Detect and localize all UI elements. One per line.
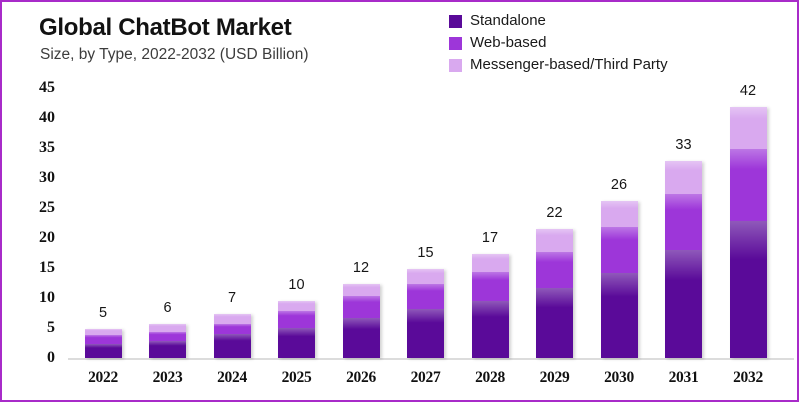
- bar-segment-messenger-based-third-party: [536, 229, 573, 252]
- x-axis-tick-label: 2022: [88, 369, 118, 386]
- stacked-bar-2031: [665, 161, 702, 358]
- bar-segment-web-based: [278, 311, 315, 328]
- x-axis-tick-label: 2028: [475, 369, 505, 386]
- chart-title: Global ChatBot Market: [39, 14, 292, 41]
- bar-segment-messenger-based-third-party: [665, 161, 702, 195]
- stacked-bar-2024: [213, 314, 251, 358]
- stacked-bar-2032: [729, 107, 767, 358]
- y-axis-tick-label: 20: [39, 229, 55, 246]
- bar-segment-web-based: [342, 296, 380, 318]
- bar-segment-standalone: [665, 249, 702, 358]
- bar-segment-web-based: [600, 227, 638, 273]
- bar-total-label: 7: [227, 290, 237, 307]
- bar-total-label: 42: [739, 83, 757, 100]
- legend-label: Web-based: [470, 34, 547, 51]
- bar-segment-web-based: [665, 194, 702, 250]
- stacked-bar-2023: [149, 323, 186, 358]
- stacked-bar-2022: [84, 329, 122, 358]
- x-axis-line: [68, 358, 794, 360]
- bar-segment-standalone: [213, 333, 251, 358]
- bar-segment-web-based: [84, 334, 122, 344]
- bar-total-label: 15: [417, 245, 434, 262]
- legend: Standalone Web-based Messenger-based/Thi…: [449, 13, 668, 73]
- y-axis-tick-label: 15: [39, 259, 55, 276]
- bar-segment-standalone: [84, 343, 122, 358]
- bar-segment-messenger-based-third-party: [342, 284, 380, 297]
- bar-segment-web-based: [471, 272, 509, 301]
- x-axis-tick-label: 2024: [217, 369, 247, 386]
- y-axis-tick-label: 40: [39, 109, 55, 126]
- standalone-swatch-icon: [449, 14, 462, 28]
- bar-total-label: 33: [675, 137, 692, 154]
- y-axis-tick-label: 25: [39, 199, 55, 216]
- bar-segment-web-based: [536, 251, 573, 288]
- x-axis-tick-label: 2031: [668, 369, 699, 386]
- bar-segment-messenger-based-third-party: [278, 301, 315, 312]
- bar-segment-web-based: [149, 331, 186, 341]
- bar-total-label: 5: [98, 305, 108, 322]
- stacked-bar-2028: [471, 254, 509, 358]
- y-axis-tick-label: 10: [39, 289, 55, 306]
- messenger-based-swatch-icon: [449, 58, 462, 72]
- bar-segment-messenger-based-third-party: [600, 200, 638, 228]
- chart-subtitle: Size, by Type, 2022-2032 (USD Billion): [40, 46, 309, 63]
- x-axis-tick-label: 2023: [152, 369, 183, 386]
- stacked-bar-2027: [407, 269, 444, 358]
- bar-segment-standalone: [600, 272, 638, 358]
- bar-segment-messenger-based-third-party: [471, 254, 509, 273]
- x-axis-tick-label: 2025: [281, 369, 312, 386]
- bar-segment-standalone: [729, 221, 767, 358]
- bar-segment-messenger-based-third-party: [213, 314, 251, 324]
- bar-segment-web-based: [213, 323, 251, 334]
- x-axis-tick-label: 2032: [733, 369, 763, 386]
- bar-segment-messenger-based-third-party: [407, 269, 444, 285]
- bar-segment-messenger-based-third-party: [729, 107, 767, 150]
- y-axis-tick-label: 0: [47, 349, 55, 366]
- bar-total-label: 17: [481, 230, 499, 247]
- bar-segment-standalone: [471, 300, 509, 358]
- stacked-bar-2029: [536, 229, 573, 358]
- x-axis-tick-label: 2027: [410, 369, 441, 386]
- x-axis-tick-label: 2030: [604, 369, 634, 386]
- bar-segment-standalone: [342, 317, 380, 358]
- legend-item-messenger-based: Messenger-based/Third Party: [449, 57, 668, 73]
- stacked-bar-2026: [342, 284, 380, 358]
- y-axis-tick-label: 5: [47, 319, 55, 336]
- bar-segment-messenger-based-third-party: [149, 323, 186, 332]
- bar-segment-web-based: [407, 284, 444, 309]
- legend-label: Messenger-based/Third Party: [470, 56, 668, 73]
- stacked-bar-2030: [600, 200, 638, 358]
- legend-item-web-based: Web-based: [449, 35, 668, 51]
- x-axis-tick-label: 2026: [346, 369, 376, 386]
- bar-segment-standalone: [149, 340, 186, 358]
- bar-total-label: 10: [288, 277, 305, 293]
- bar-segment-standalone: [407, 308, 444, 358]
- web-based-swatch-icon: [449, 36, 462, 50]
- y-axis-tick-label: 30: [39, 169, 55, 186]
- legend-item-standalone: Standalone: [449, 13, 668, 29]
- stacked-bar-2025: [278, 301, 315, 358]
- bar-segment-messenger-based-third-party: [84, 329, 122, 335]
- bar-total-label: 26: [610, 176, 628, 193]
- bar-segment-standalone: [278, 327, 315, 358]
- y-axis-tick-label: 45: [39, 79, 55, 96]
- bar-total-label: 6: [163, 299, 172, 316]
- y-axis-tick-label: 35: [39, 139, 55, 156]
- bar-segment-web-based: [729, 149, 767, 222]
- x-axis-tick-label: 2029: [539, 369, 570, 386]
- bar-segment-standalone: [536, 287, 573, 358]
- bar-total-label: 12: [352, 260, 370, 277]
- bar-total-label: 22: [546, 205, 563, 221]
- legend-label: Standalone: [470, 12, 546, 29]
